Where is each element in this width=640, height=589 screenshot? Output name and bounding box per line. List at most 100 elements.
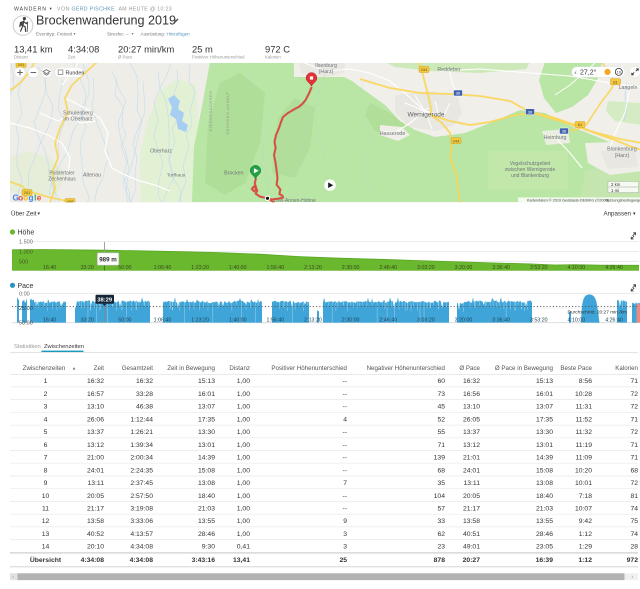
svg-text:Hasserode: Hasserode (380, 131, 406, 137)
svg-text:2:57:50: 2:57:50 (130, 493, 153, 500)
svg-text:Anpassen: Anpassen (603, 211, 631, 218)
svg-text:--: -- (342, 391, 347, 398)
svg-text:972: 972 (627, 557, 639, 564)
svg-text:WANDERN: WANDERN (14, 7, 47, 13)
svg-text:2:13:20: 2:13:20 (304, 317, 322, 323)
svg-text:3: 3 (343, 531, 347, 538)
svg-text:10:28: 10:28 (575, 391, 592, 398)
svg-text:104: 104 (434, 493, 446, 500)
svg-text:17:35: 17:35 (536, 416, 553, 423)
svg-text:11:52: 11:52 (575, 416, 592, 423)
svg-text:71: 71 (630, 442, 638, 449)
svg-text:3:20:00: 3:20:00 (455, 265, 473, 271)
svg-text:Höhe: Höhe (18, 230, 35, 237)
svg-text:21:00: 21:00 (87, 455, 104, 462)
svg-text:11: 11 (42, 506, 49, 513)
svg-text:1:12:44: 1:12:44 (130, 416, 153, 423)
svg-text:24:01: 24:01 (463, 467, 480, 474)
svg-text:26:05: 26:05 (463, 416, 480, 423)
svg-text:18:40: 18:40 (198, 493, 215, 500)
svg-text:‹: ‹ (12, 575, 14, 581)
svg-text:Positiver Höhenunterschied: Positiver Höhenunterschied (192, 55, 245, 60)
svg-text:33: 33 (437, 518, 445, 525)
svg-text:16:32: 16:32 (136, 378, 153, 385)
svg-text:498: 498 (67, 199, 74, 204)
svg-text:68: 68 (437, 467, 445, 474)
svg-text:--: -- (342, 378, 347, 385)
svg-text:3:53:20: 3:53:20 (530, 317, 548, 323)
svg-text:989 m: 989 m (99, 256, 117, 263)
svg-text:20:05: 20:05 (463, 493, 480, 500)
svg-text:3:53:20: 3:53:20 (530, 265, 548, 271)
svg-text:9:30: 9:30 (202, 544, 215, 551)
svg-text:(Harz): (Harz) (615, 153, 630, 159)
svg-text:7: 7 (44, 455, 48, 462)
svg-text:Eventtyp: Freizeit: Eventtyp: Freizeit (36, 31, 73, 36)
svg-text:14: 14 (42, 544, 50, 551)
svg-text:1,00: 1,00 (237, 493, 250, 500)
svg-text:81: 81 (630, 493, 638, 500)
svg-text:9:42: 9:42 (579, 518, 592, 525)
svg-text:Kartendaten © 2019 GeoBasis-DE: Kartendaten © 2019 GeoBasis-DE/BKG (©200… (527, 198, 610, 202)
svg-text:13:01: 13:01 (198, 442, 215, 449)
svg-text:13:55: 13:55 (536, 518, 553, 525)
svg-text:0:00: 0:00 (19, 291, 30, 297)
svg-text:Polstertaler: Polstertaler (49, 171, 75, 177)
svg-text:1,00: 1,00 (237, 378, 250, 385)
svg-text:▾: ▾ (132, 31, 134, 36)
svg-text:GERD PISCHKE: GERD PISCHKE (72, 7, 116, 13)
svg-text:›: › (632, 575, 634, 581)
svg-text:13:12: 13:12 (463, 442, 480, 449)
svg-text:20:27 min/km: 20:27 min/km (118, 44, 174, 55)
svg-text:36: 36 (562, 129, 567, 134)
svg-text:20:27: 20:27 (463, 557, 481, 564)
svg-text:Pace: Pace (18, 283, 34, 290)
svg-text:Schulenberg: Schulenberg (63, 111, 93, 117)
svg-text:Zwischenzeiten: Zwischenzeiten (44, 344, 84, 350)
svg-text:27,2°: 27,2° (580, 68, 597, 76)
svg-text:13:30: 13:30 (536, 429, 553, 436)
svg-text:25: 25 (339, 557, 347, 564)
svg-text:Ausrüstung:: Ausrüstung: (141, 31, 166, 36)
svg-text:Wernigerode: Wernigerode (407, 112, 444, 119)
svg-text:19: 19 (617, 70, 622, 75)
svg-text:16:39: 16:39 (536, 557, 554, 564)
svg-text:2:46:40: 2:46:40 (379, 317, 397, 323)
svg-text:24:01: 24:01 (87, 467, 104, 474)
svg-text:13: 13 (42, 531, 50, 538)
svg-text:Gesamtzeit: Gesamtzeit (122, 365, 154, 372)
svg-text:15:13: 15:13 (536, 378, 553, 385)
svg-text:72: 72 (630, 391, 638, 398)
svg-text:l: l (34, 194, 36, 203)
svg-text:81: 81 (578, 122, 583, 127)
svg-text:28:46: 28:46 (198, 531, 215, 538)
svg-text:▾: ▾ (38, 211, 41, 217)
svg-text:--: -- (342, 442, 347, 449)
svg-text:--: -- (342, 493, 347, 500)
svg-text:Torfhaus: Torfhaus (167, 173, 186, 179)
svg-text:0,41: 0,41 (237, 544, 250, 551)
svg-text:33:28: 33:28 (136, 391, 153, 398)
svg-text:o: o (18, 194, 23, 203)
svg-text:1,00: 1,00 (237, 429, 250, 436)
svg-text:4:10:00: 4:10:00 (568, 317, 586, 323)
svg-text:7:18: 7:18 (579, 493, 592, 500)
svg-text:16:40: 16:40 (43, 265, 56, 271)
svg-text:Statistiken: Statistiken (14, 344, 41, 350)
svg-text:1:40:00: 1:40:00 (229, 317, 247, 323)
svg-text:Über Zeit: Über Zeit (11, 211, 37, 218)
svg-text:4:34:08: 4:34:08 (81, 557, 105, 564)
svg-text:8: 8 (44, 467, 48, 474)
svg-text:74: 74 (630, 506, 638, 513)
svg-text:Runden: Runden (66, 71, 85, 77)
svg-text:21:03: 21:03 (198, 506, 215, 513)
svg-text:28:46: 28:46 (536, 531, 553, 538)
svg-text:1,00: 1,00 (237, 506, 250, 513)
svg-text:1,00: 1,00 (237, 531, 250, 538)
svg-text:Langeln: Langeln (619, 85, 638, 91)
svg-text:4:26:40: 4:26:40 (605, 265, 623, 271)
svg-text:33:20: 33:20 (81, 265, 94, 271)
svg-text:o: o (23, 194, 28, 203)
svg-text:45: 45 (437, 404, 445, 411)
svg-text:4:34:08: 4:34:08 (130, 557, 154, 564)
